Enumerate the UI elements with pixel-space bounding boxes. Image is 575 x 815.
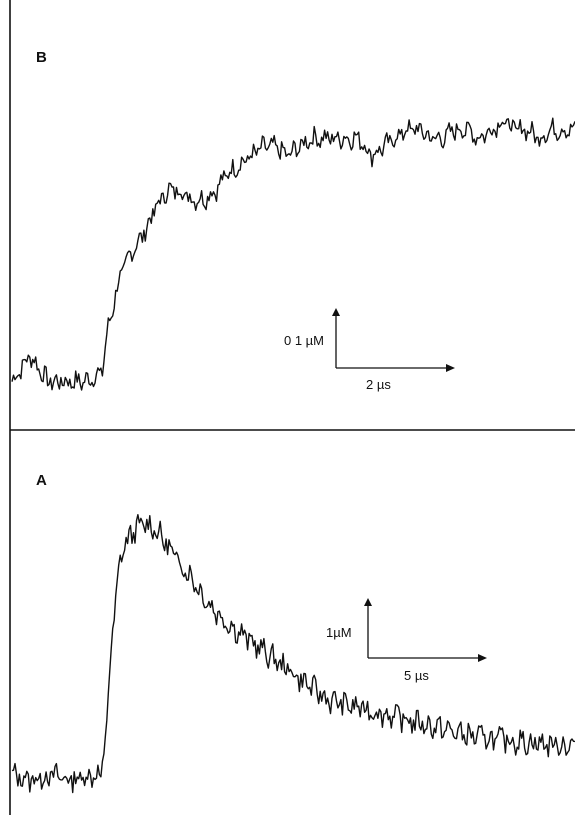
panel-b-trace-line [11, 117, 575, 391]
panel-b-y-scale-arrowhead [332, 308, 340, 316]
panel-a-label: A [36, 472, 47, 489]
panel-a-trace-group [11, 514, 575, 794]
panel-b-y-scale-label: 0 1 µM [284, 333, 324, 348]
panel-b-x-scale-arrowhead [446, 364, 455, 372]
panel-b-x-scale-label: 2 µs [366, 377, 391, 392]
panel-b-trace-group [11, 117, 575, 391]
panel-b-label: B [36, 49, 47, 66]
panel-a-x-scale-label: 5 µs [404, 668, 429, 683]
panel-a-scale-bar: 1µM 5 µs [326, 598, 487, 683]
panel-b-scale-bar: 0 1 µM 2 µs [284, 308, 455, 392]
panel-a-y-scale-label: 1µM [326, 625, 352, 640]
panel-a-y-scale-arrowhead [364, 598, 372, 606]
panel-a-trace-line [11, 514, 575, 794]
panel-a-x-scale-arrowhead [478, 654, 487, 662]
